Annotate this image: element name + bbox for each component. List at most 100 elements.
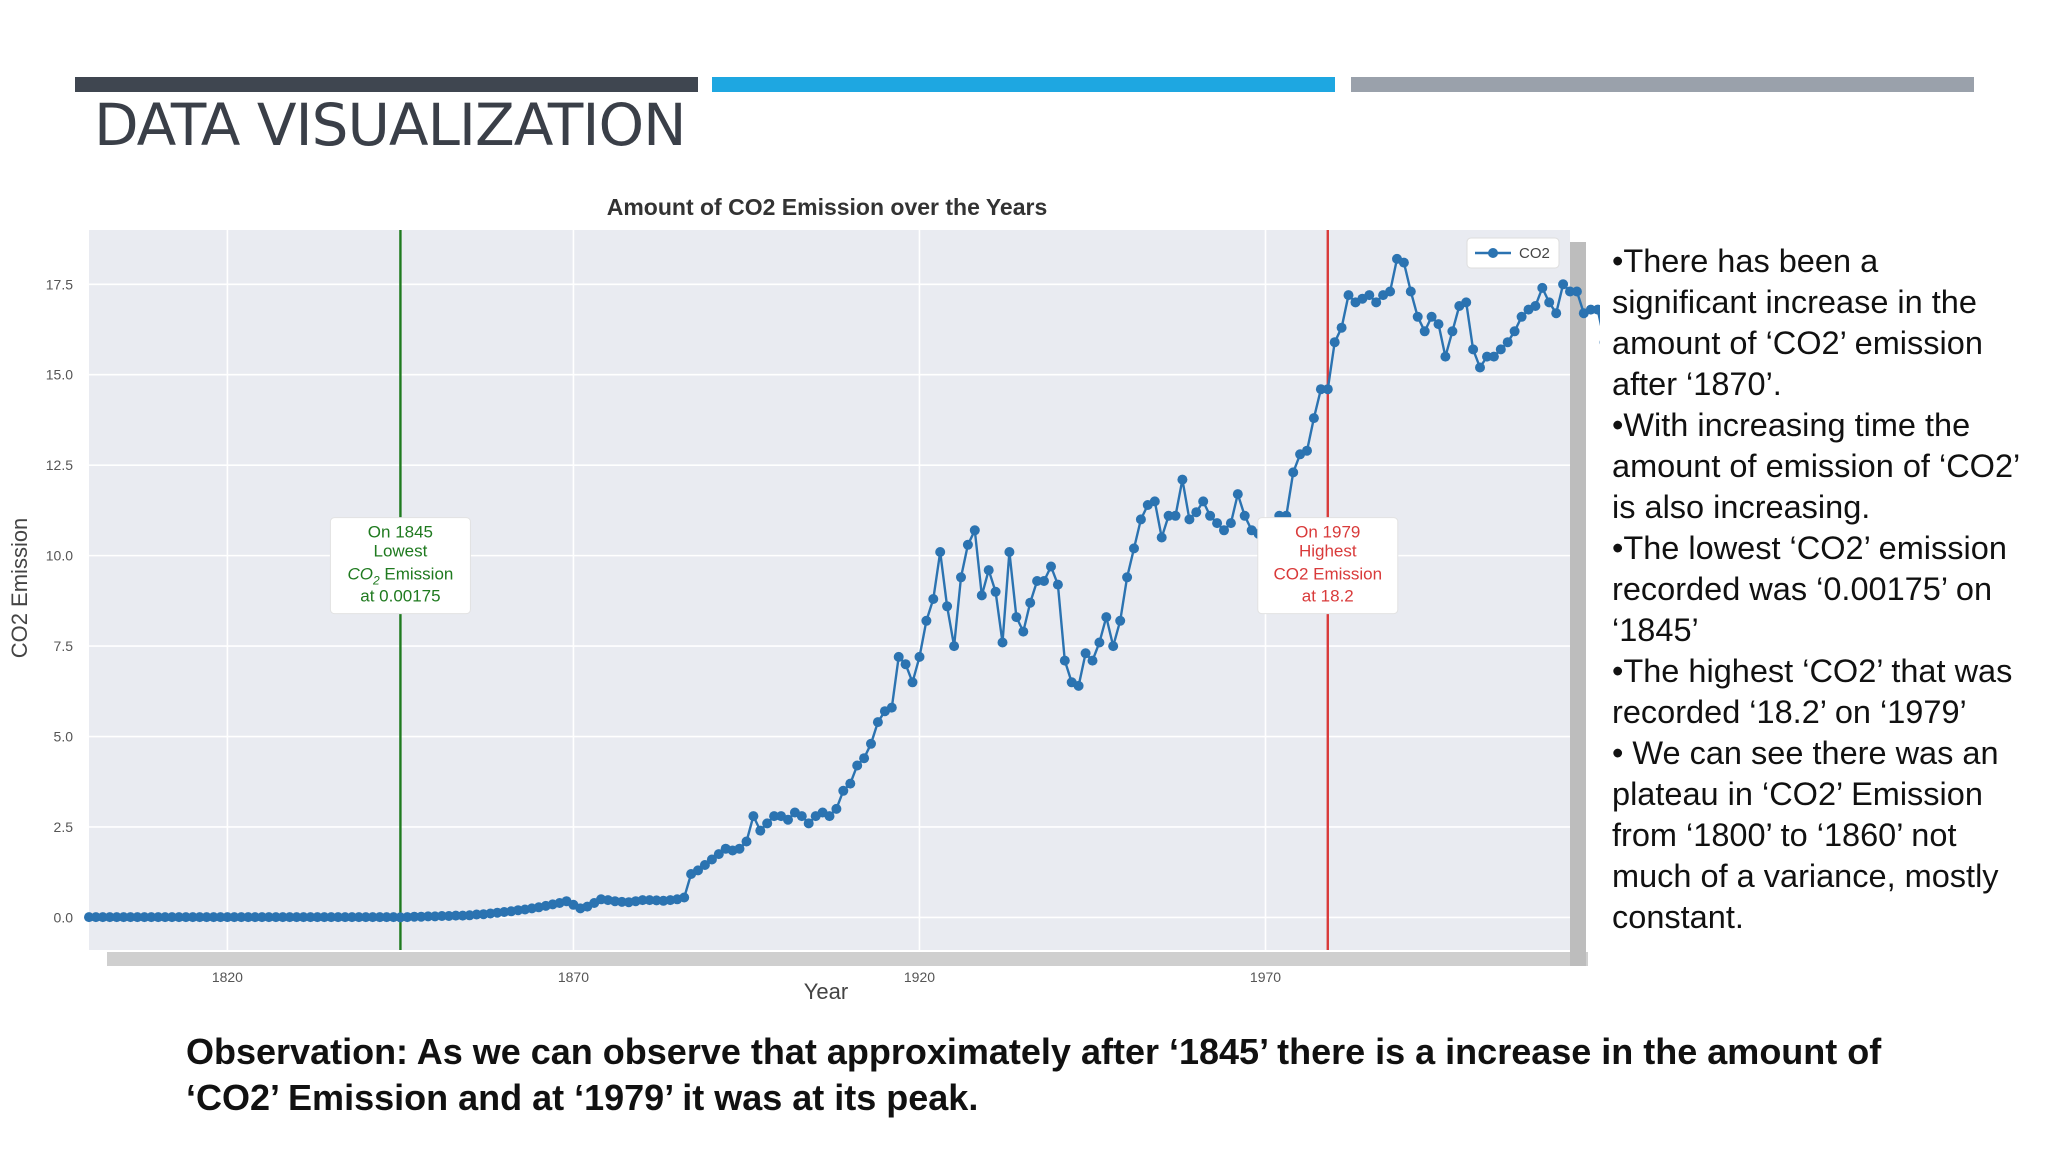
data-point: [741, 836, 752, 847]
data-point: [949, 641, 960, 652]
data-point: [866, 738, 876, 749]
data-point: [263, 912, 274, 923]
data-point: [1495, 344, 1506, 355]
data-point: [852, 760, 863, 771]
data-point: [1364, 290, 1375, 301]
data-point: [1412, 311, 1423, 322]
plot-shadow-right: [1570, 242, 1586, 966]
annotation-line3: CO2 Emission: [1273, 565, 1382, 584]
data-point: [1468, 344, 1479, 355]
bullet-item: • We can see there was an plateau in ‘CO…: [1612, 735, 1999, 935]
data-point: [679, 892, 690, 903]
chart-title: Amount of CO2 Emission over the Years: [607, 194, 1048, 220]
data-point: [1212, 518, 1223, 529]
data-point: [1440, 351, 1451, 362]
data-point: [838, 785, 849, 796]
data-point: [1149, 496, 1160, 507]
data-point: [111, 912, 122, 923]
data-point: [962, 539, 973, 550]
annotation-line4: at 18.2: [1302, 587, 1354, 606]
data-point: [1032, 576, 1043, 586]
data-point: [1288, 467, 1299, 478]
data-point: [229, 912, 240, 923]
data-point: [956, 572, 966, 583]
data-point: [1308, 413, 1319, 424]
data-point: [1537, 282, 1548, 293]
data-point: [146, 912, 157, 923]
y-tick-label: 5.0: [54, 729, 74, 745]
data-point: [1447, 326, 1458, 337]
y-tick-label: 2.5: [54, 819, 74, 835]
data-point: [1343, 290, 1354, 301]
data-point: [1073, 680, 1084, 691]
data-point: [1101, 612, 1112, 623]
data-point: [1433, 319, 1444, 330]
data-point: [326, 912, 337, 923]
data-point: [1585, 304, 1596, 315]
data-point: [208, 912, 219, 923]
data-point: [257, 912, 267, 923]
data-point: [935, 547, 946, 557]
plot-shadow-bottom: [107, 952, 1588, 966]
data-point: [769, 811, 780, 822]
data-point: [1371, 297, 1382, 308]
data-point: [1329, 337, 1340, 348]
observation-text: Observation: As we can observe that appr…: [186, 1031, 1882, 1118]
data-point: [347, 912, 357, 923]
data-point: [1544, 297, 1555, 308]
data-point: [374, 912, 385, 923]
data-point: [907, 677, 918, 688]
data-point: [1558, 279, 1569, 290]
data-point: [1004, 547, 1015, 557]
accent-bar-blue: [712, 77, 1335, 92]
data-point: [104, 912, 115, 923]
annotation-line1: On 1979: [1295, 523, 1360, 542]
data-point: [1177, 474, 1188, 485]
y-axis-label: CO2 Emission: [7, 518, 32, 659]
data-point: [174, 912, 184, 923]
data-point: [353, 912, 364, 923]
data-point: [1232, 489, 1243, 500]
data-point: [1502, 337, 1513, 348]
data-point: [1302, 445, 1312, 456]
data-point: [1184, 514, 1195, 525]
annotation-line2: Lowest: [373, 542, 427, 561]
data-point: [928, 594, 939, 604]
data-point: [845, 778, 856, 789]
data-point: [1018, 626, 1029, 637]
data-point: [1475, 362, 1485, 373]
data-point: [215, 912, 226, 923]
data-point: [783, 814, 793, 825]
data-point: [1135, 514, 1146, 525]
data-point: [194, 912, 205, 923]
data-point: [1239, 510, 1250, 521]
bullet-item: •With increasing time the amount of emis…: [1612, 407, 2020, 525]
annotation-line3: CO2 Emission: [347, 565, 453, 588]
bullet-list: •There has been a significant increase i…: [1612, 241, 2022, 938]
bullet-item: •The lowest ‘CO2’ emission recorded was …: [1612, 530, 2007, 648]
data-point: [976, 590, 987, 601]
annotation-box: [1257, 517, 1399, 615]
data-point: [236, 912, 247, 923]
data-point: [333, 912, 344, 923]
data-point: [1405, 286, 1416, 297]
data-point: [450, 910, 461, 921]
data-point: [381, 912, 392, 923]
data-point: [1011, 612, 1022, 623]
data-point: [803, 818, 814, 829]
data-point: [1108, 641, 1119, 652]
data-point: [1191, 507, 1202, 518]
data-point: [277, 912, 288, 923]
data-point: [1571, 286, 1582, 297]
data-point: [1080, 648, 1091, 659]
data-point: [1087, 655, 1098, 666]
data-point: [436, 911, 447, 921]
data-point: [914, 651, 925, 662]
data-point: [125, 912, 136, 923]
legend-box: [1466, 237, 1560, 269]
data-point: [160, 912, 171, 923]
data-point: [1225, 518, 1236, 529]
data-point: [118, 912, 129, 923]
data-point: [942, 601, 953, 612]
data-point: [921, 615, 932, 626]
